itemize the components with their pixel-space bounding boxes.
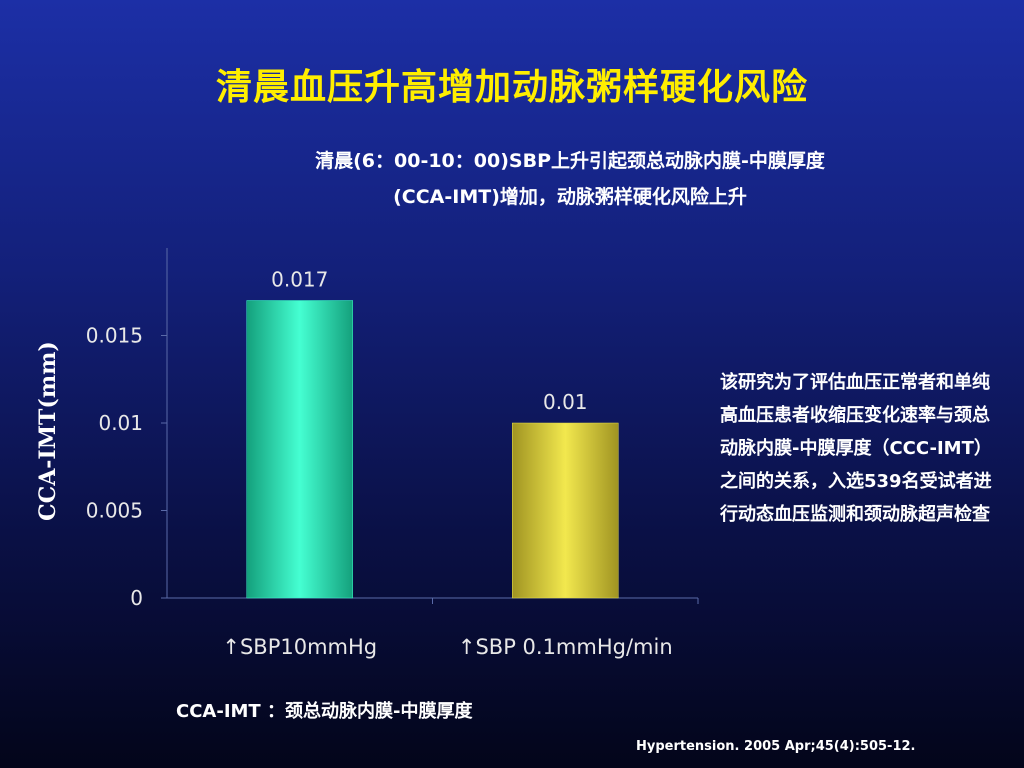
study-description: 该研究为了评估血压正常者和单纯高血压患者收缩压变化速率与颈总动脉内膜-中膜厚度（… <box>720 372 992 525</box>
slide-title: 清晨血压升高增加动脉粥样硬化风险 <box>215 67 808 108</box>
citation: Hypertension. 2005 Apr;45(4):505-12. <box>636 739 916 754</box>
y-axis-label: CCA-IMT(mm) <box>35 341 61 521</box>
subtitle-line-2: (CCA-IMT)增加，动脉粥样硬化风险上升 <box>393 186 747 208</box>
y-tick-label: 0.005 <box>86 499 143 523</box>
data-label: 0.017 <box>271 268 328 292</box>
x-category-label: ↑SBP10mmHg <box>222 635 377 659</box>
abbreviation-footnote: CCA-IMT ：颈总动脉内膜-中膜厚度 <box>176 701 473 722</box>
y-tick-label: 0.015 <box>86 324 143 348</box>
bar <box>512 422 619 599</box>
data-label: 0.01 <box>543 390 588 414</box>
subtitle-line-1: 清晨(6：00-10：00)SBP上升引起颈总动脉内膜-中膜厚度 <box>315 150 825 172</box>
bar <box>246 300 353 599</box>
y-tick-label: 0.01 <box>98 411 143 435</box>
y-tick-label: 0 <box>130 586 143 610</box>
x-category-label: ↑SBP 0.1mmHg/min <box>458 635 673 659</box>
